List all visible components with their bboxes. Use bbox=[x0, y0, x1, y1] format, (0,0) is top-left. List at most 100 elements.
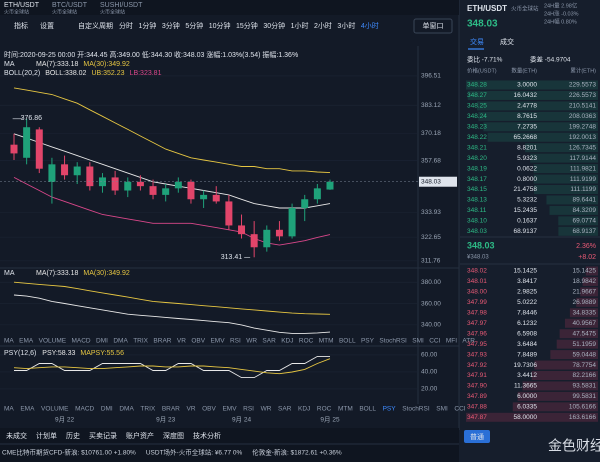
order-total: 18.9842 bbox=[573, 278, 597, 285]
bottom-tab[interactable]: 技术分析 bbox=[193, 431, 221, 440]
period-button[interactable]: 1小时 bbox=[291, 21, 309, 30]
order-price: 347.98 bbox=[467, 310, 487, 317]
indicator-tab[interactable]: VR bbox=[186, 406, 195, 413]
indicator-tab[interactable]: ROC bbox=[317, 406, 332, 413]
period-button[interactable]: 分时 bbox=[119, 21, 133, 30]
bottom-tab[interactable]: 买卖记录 bbox=[89, 432, 117, 440]
indicator-tab[interactable]: RSI bbox=[230, 338, 241, 345]
depth-bar bbox=[558, 226, 598, 236]
indicator-tab[interactable]: BOLL bbox=[339, 338, 356, 345]
ticker-item: CME比特币期货CFD-新浪: $10761.00 +1.80% bbox=[2, 448, 136, 457]
period-button[interactable]: 2小时 bbox=[314, 21, 332, 30]
order-diff: 委差 -54.9704 bbox=[530, 55, 571, 64]
indicator-tab[interactable]: EMA bbox=[19, 338, 34, 345]
tool-button[interactable]: 设置 bbox=[40, 21, 54, 30]
side-tab[interactable]: 交易 bbox=[470, 37, 484, 46]
indicator-tab[interactable]: BRAR bbox=[153, 338, 171, 345]
symbol-tab-sub[interactable]: 火币全球站 bbox=[100, 8, 125, 15]
indicator-tab[interactable]: VOLUME bbox=[39, 338, 67, 345]
indicator-tab[interactable]: VOLUME bbox=[41, 406, 69, 413]
symbol-tab[interactable]: BTC/USDT bbox=[52, 2, 88, 9]
indicator-tab[interactable]: OBV bbox=[202, 406, 216, 413]
indicator-tab[interactable]: ATR bbox=[462, 338, 475, 345]
order-amount: 3.0000 bbox=[517, 82, 537, 89]
bottom-tab[interactable]: 历史 bbox=[66, 431, 80, 440]
watermark: 金色财经 bbox=[548, 438, 600, 454]
indicator-tab[interactable]: MACD bbox=[71, 338, 90, 345]
order-price: 348.10 bbox=[467, 218, 487, 225]
indicator-tab[interactable]: StochRSI bbox=[379, 338, 407, 345]
indicator-tab[interactable]: BOLL bbox=[359, 406, 376, 413]
indicator-tab[interactable]: KDJ bbox=[281, 338, 293, 345]
period-button[interactable]: 10分钟 bbox=[209, 21, 231, 30]
custom-period[interactable]: 自定义周期 bbox=[78, 21, 113, 30]
candle-body bbox=[86, 166, 94, 187]
indicator-tab[interactable]: VR bbox=[177, 338, 186, 345]
window-button[interactable] bbox=[413, 18, 453, 34]
indicator-tab[interactable]: DMA bbox=[113, 338, 128, 345]
indicator-tab[interactable]: CCI bbox=[454, 406, 465, 413]
indicator-tab[interactable]: MA bbox=[4, 338, 14, 345]
depth-bar bbox=[564, 318, 598, 328]
indicator-tab[interactable]: OBV bbox=[191, 338, 205, 345]
indicator-tab[interactable]: CCI bbox=[429, 338, 440, 345]
bottom-tab[interactable]: 账户资产 bbox=[126, 431, 154, 440]
indicator-tab[interactable]: TRIX bbox=[133, 338, 148, 345]
indicator-tab[interactable]: SAR bbox=[262, 338, 276, 345]
indicator-tab[interactable]: DMA bbox=[119, 406, 134, 413]
order-amount: 3.8417 bbox=[517, 278, 537, 285]
period-button[interactable]: 3小时 bbox=[337, 21, 355, 30]
indicator-tab[interactable]: SMI bbox=[436, 406, 448, 413]
indicator-tab[interactable]: SMI bbox=[412, 338, 424, 345]
indicator-tab[interactable]: MA bbox=[4, 406, 14, 413]
order-price: 347.97 bbox=[467, 320, 487, 327]
symbol-tab-sub[interactable]: 火币全球站 bbox=[4, 8, 29, 15]
order-total: 210.5141 bbox=[569, 103, 596, 110]
period-button[interactable]: 3分钟 bbox=[162, 21, 180, 30]
indicator-tab[interactable]: MACD bbox=[75, 406, 94, 413]
symbol-tab[interactable]: ETH/USDT bbox=[4, 2, 40, 9]
indicator-tab[interactable]: MFI bbox=[446, 338, 457, 345]
depth-bar bbox=[585, 266, 598, 276]
symbol-tab-sub[interactable]: 火币全球站 bbox=[52, 8, 77, 15]
indicator-tab[interactable]: WR bbox=[261, 406, 272, 413]
indicator-tab[interactable]: ROC bbox=[299, 338, 314, 345]
bottom-tab[interactable]: 计划单 bbox=[36, 431, 57, 440]
indicator-tab[interactable]: WR bbox=[246, 338, 257, 345]
indicator-tab[interactable]: EMV bbox=[210, 338, 225, 345]
indicator-tab[interactable]: StochRSI bbox=[402, 406, 430, 413]
candle-body bbox=[263, 229, 271, 248]
indicator-tab[interactable]: DMI bbox=[101, 406, 113, 413]
indicator-tab[interactable]: PSY bbox=[361, 338, 375, 345]
bottom-tab[interactable]: 未成交 bbox=[6, 431, 27, 440]
side-tab[interactable]: 成交 bbox=[500, 37, 514, 46]
period-button[interactable]: 30分钟 bbox=[263, 21, 285, 30]
order-price: 348.20 bbox=[467, 155, 487, 162]
order-amount: 8.8201 bbox=[517, 144, 537, 151]
mode-label[interactable]: 普通 bbox=[470, 432, 484, 441]
indicator-tab[interactable]: TRIX bbox=[140, 406, 155, 413]
indicator-tab[interactable]: EMA bbox=[20, 406, 35, 413]
legend-label: PSY(12,6) bbox=[4, 350, 36, 357]
mode-button[interactable] bbox=[464, 430, 490, 443]
candle-body bbox=[187, 181, 195, 200]
bottom-tab[interactable]: 深度图 bbox=[163, 431, 184, 440]
indicator-tab[interactable]: MTM bbox=[338, 406, 353, 413]
period-button[interactable]: 1分钟 bbox=[139, 21, 157, 30]
symbol-tab[interactable]: SUSHI/USDT bbox=[100, 2, 143, 9]
indicator-tab[interactable]: SAR bbox=[278, 406, 292, 413]
indicator-tab[interactable]: EMV bbox=[222, 406, 237, 413]
order-total: 208.0363 bbox=[569, 113, 596, 120]
period-button[interactable]: 4小时 bbox=[361, 21, 379, 30]
tool-button[interactable]: 指标 bbox=[14, 21, 28, 30]
indicator-tab[interactable]: RSI bbox=[243, 406, 254, 413]
indicator-tab[interactable]: BRAR bbox=[162, 406, 180, 413]
period-button[interactable]: 15分钟 bbox=[236, 21, 258, 30]
window-label[interactable]: 单窗口 bbox=[423, 21, 444, 30]
order-total: 163.6166 bbox=[569, 414, 596, 421]
indicator-tab[interactable]: DMI bbox=[96, 338, 108, 345]
indicator-tab[interactable]: PSY bbox=[383, 406, 397, 413]
indicator-tab[interactable]: KDJ bbox=[298, 406, 310, 413]
period-button[interactable]: 5分钟 bbox=[185, 21, 203, 30]
indicator-tab[interactable]: MTM bbox=[319, 338, 334, 345]
